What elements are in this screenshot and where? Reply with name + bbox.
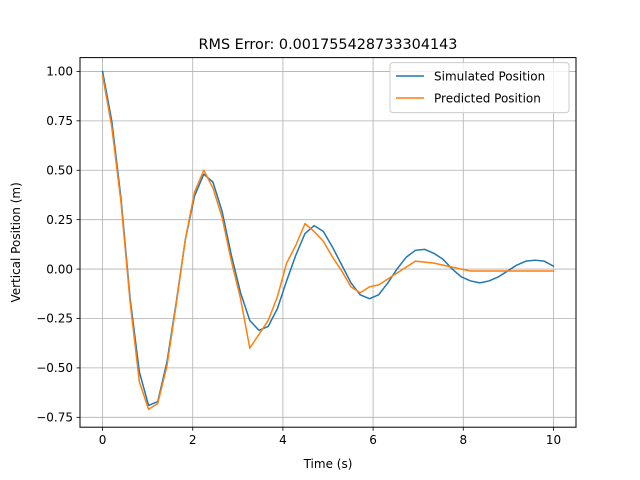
- y-tick-label: −0.75: [36, 411, 73, 425]
- y-tick-label: 0.25: [46, 213, 73, 227]
- legend-box: [389, 62, 570, 114]
- x-tick-label: 4: [279, 433, 287, 447]
- x-tick-label: 0: [99, 433, 107, 447]
- plot-frame: [79, 57, 577, 428]
- series-layer: [101, 70, 555, 411]
- y-tick-label: 0.50: [46, 163, 73, 177]
- y-tick-label: −0.25: [36, 312, 73, 326]
- y-tick-label: 0.00: [46, 262, 73, 276]
- x-tick-label: 8: [459, 433, 467, 447]
- series-line-predicted-position: [101, 74, 555, 411]
- y-axis-label: Vertical Position (m): [9, 182, 23, 302]
- legend-label-predicted: Predicted Position: [434, 91, 541, 105]
- x-tick-label: 2: [189, 433, 197, 447]
- legend: Simulated Position Predicted Position: [389, 62, 570, 114]
- x-axis-label: Time (s): [303, 457, 353, 471]
- y-tick-label: 0.75: [46, 114, 73, 128]
- y-tick-label: 1.00: [46, 65, 73, 79]
- chart-title: RMS Error: 0.001755428733304143: [199, 37, 458, 53]
- x-tick-label: 10: [546, 433, 561, 447]
- legend-label-simulated: Simulated Position: [434, 69, 545, 83]
- x-tick-label: 6: [369, 433, 377, 447]
- grid: [80, 57, 576, 428]
- y-tick-label: −0.50: [36, 361, 73, 375]
- ticks: 0 2 4 6 8 10 −0.75 −0.50 −0.25 0.00 0.25 0.50 0.75 1.…: [36, 65, 561, 448]
